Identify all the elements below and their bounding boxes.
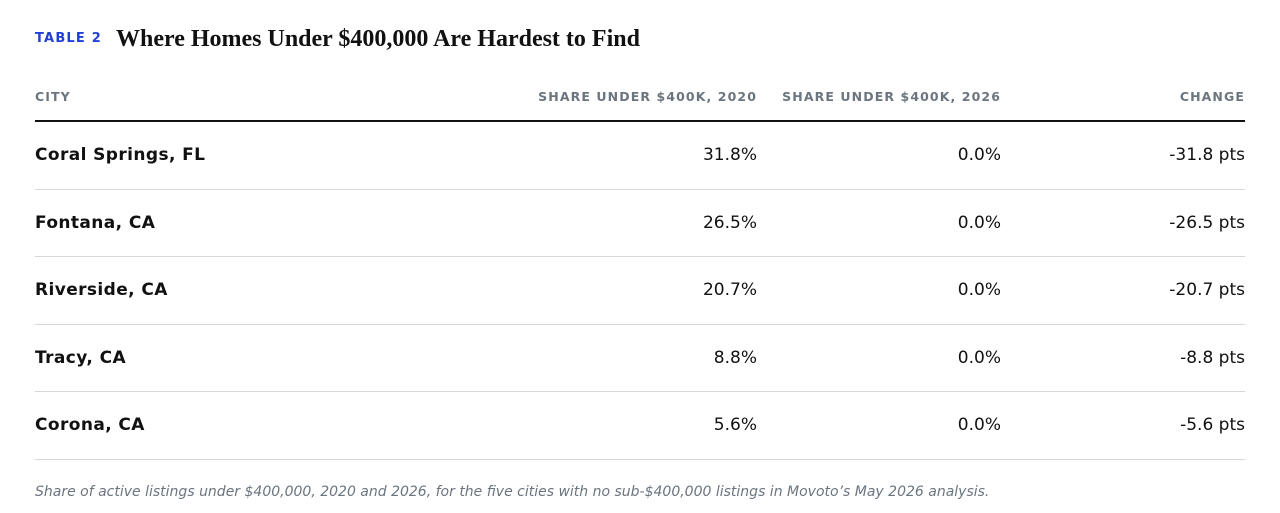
cell-share-2020: 26.5% — [455, 189, 757, 257]
cell-city: Corona, CA — [35, 391, 455, 460]
cell-share-2020: 31.8% — [455, 121, 757, 190]
table-heading: TABLE 2 Where Homes Under $400,000 Are H… — [35, 26, 640, 53]
cell-share-2020: 8.8% — [455, 324, 757, 392]
cell-city: Fontana, CA — [35, 189, 455, 257]
cell-change: -26.5 pts — [1001, 189, 1245, 257]
table-header-row: CITY SHARE UNDER $400K, 2020 SHARE UNDER… — [35, 72, 1245, 122]
cell-change: -31.8 pts — [1001, 121, 1245, 190]
data-table: CITY SHARE UNDER $400K, 2020 SHARE UNDER… — [35, 72, 1245, 460]
table-row: Coral Springs, FL 31.8% 0.0% -31.8 pts — [35, 121, 1245, 190]
column-header-change: CHANGE — [1001, 72, 1245, 122]
cell-share-2026: 0.0% — [757, 189, 1001, 257]
cell-city: Coral Springs, FL — [35, 121, 455, 190]
cell-change: -8.8 pts — [1001, 324, 1245, 392]
cell-share-2026: 0.0% — [757, 391, 1001, 460]
cell-share-2026: 0.0% — [757, 324, 1001, 392]
table-title: Where Homes Under $400,000 Are Hardest t… — [115, 26, 640, 52]
table-caption: Share of active listings under $400,000,… — [35, 484, 990, 500]
cell-share-2020: 5.6% — [455, 391, 757, 460]
cell-city: Riverside, CA — [35, 256, 455, 325]
column-header-share-2020: SHARE UNDER $400K, 2020 — [455, 72, 757, 122]
cell-share-2026: 0.0% — [757, 256, 1001, 325]
table-row: Tracy, CA 8.8% 0.0% -8.8 pts — [35, 324, 1245, 392]
cell-city: Tracy, CA — [35, 324, 455, 392]
table-row: Corona, CA 5.6% 0.0% -5.6 pts — [35, 391, 1245, 460]
column-header-city: CITY — [35, 72, 455, 122]
table-row: Riverside, CA 20.7% 0.0% -20.7 pts — [35, 256, 1245, 325]
cell-share-2026: 0.0% — [757, 121, 1001, 190]
cell-share-2020: 20.7% — [455, 256, 757, 325]
column-header-share-2026: SHARE UNDER $400K, 2026 — [757, 72, 1001, 122]
table-row: Fontana, CA 26.5% 0.0% -26.5 pts — [35, 189, 1245, 257]
cell-change: -20.7 pts — [1001, 256, 1245, 325]
cell-change: -5.6 pts — [1001, 391, 1245, 460]
table-number-label: TABLE 2 — [35, 31, 102, 46]
